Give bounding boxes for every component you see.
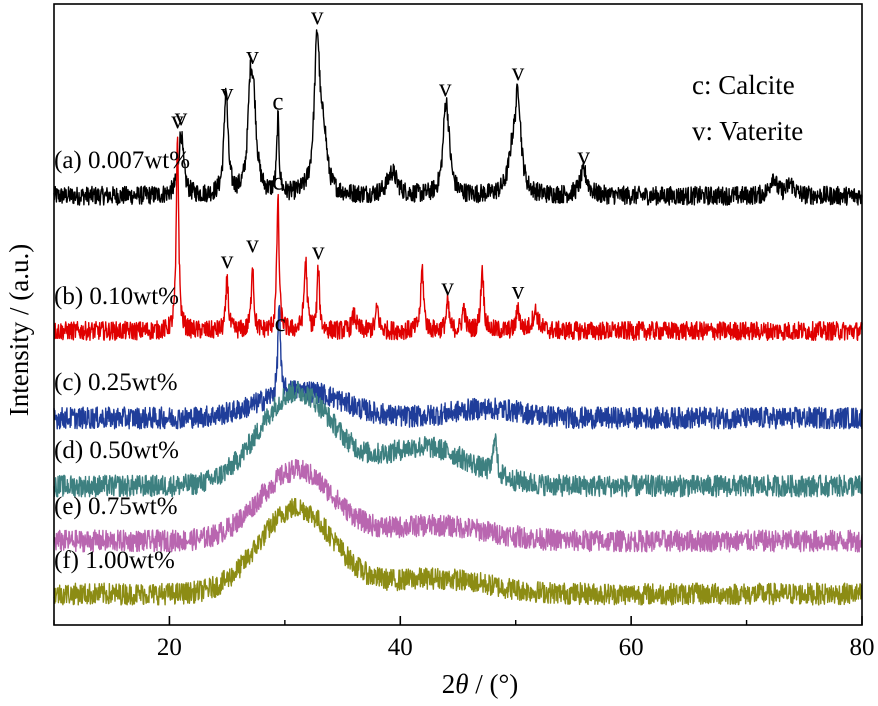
series-label-1: (b) 0.10wt% (54, 283, 179, 310)
peak-label-1-0: v (171, 107, 184, 134)
peak-label-1-1: v (221, 247, 234, 274)
legend-calcite: c: Calcite (692, 70, 795, 100)
peak-label-0-2: v (246, 43, 259, 70)
series-label-5: (f) 1.00wt% (54, 547, 175, 574)
series-line-2 (53, 304, 863, 430)
x-tick-label-2: 60 (619, 634, 644, 661)
peak-label-1-3: c (272, 169, 283, 196)
series-label-3: (d) 0.50wt% (54, 437, 179, 464)
x-tick-label-3: 80 (850, 634, 875, 661)
x-tick-label-0: 20 (157, 634, 182, 661)
series-line-5 (53, 497, 863, 606)
peak-label-1-5: v (441, 274, 454, 301)
series-line-4 (53, 458, 863, 553)
peak-label-0-3: c (272, 89, 283, 116)
peak-label-0-1: v (221, 80, 234, 107)
peak-label-0-7: v (578, 143, 591, 170)
peak-label-0-6: v (512, 59, 525, 86)
series-line-0 (53, 29, 863, 206)
peak-label-1-6: v (512, 278, 525, 305)
series-line-3 (53, 380, 863, 498)
peak-label-1-4: v (312, 238, 325, 265)
series-label-4: (e) 0.75wt% (54, 493, 178, 520)
series-label-2: (c) 0.25wt% (54, 369, 178, 396)
series-label-0: (a) 0.007wt% (54, 147, 190, 174)
peak-label-2-0: c (275, 310, 286, 337)
peak-label-0-4: v (311, 3, 324, 30)
peak-label-0-5: v (439, 75, 452, 102)
y-axis-title: Intensity / (a.u.) (4, 244, 34, 416)
peak-label-1-2: v (246, 231, 259, 258)
legend: c: Calcite v: Vaterite (692, 70, 803, 146)
peak-label-0-0: v (175, 104, 188, 131)
x-axis-title: 2θ / (°) (442, 669, 519, 699)
legend-vaterite: v: Vaterite (692, 116, 803, 146)
x-axis-ticks: 20 40 60 80 (53, 616, 875, 661)
x-tick-label-1: 40 (388, 634, 413, 661)
plot-frame (53, 3, 863, 626)
series-layer (53, 29, 863, 606)
series-line-1 (53, 136, 863, 342)
